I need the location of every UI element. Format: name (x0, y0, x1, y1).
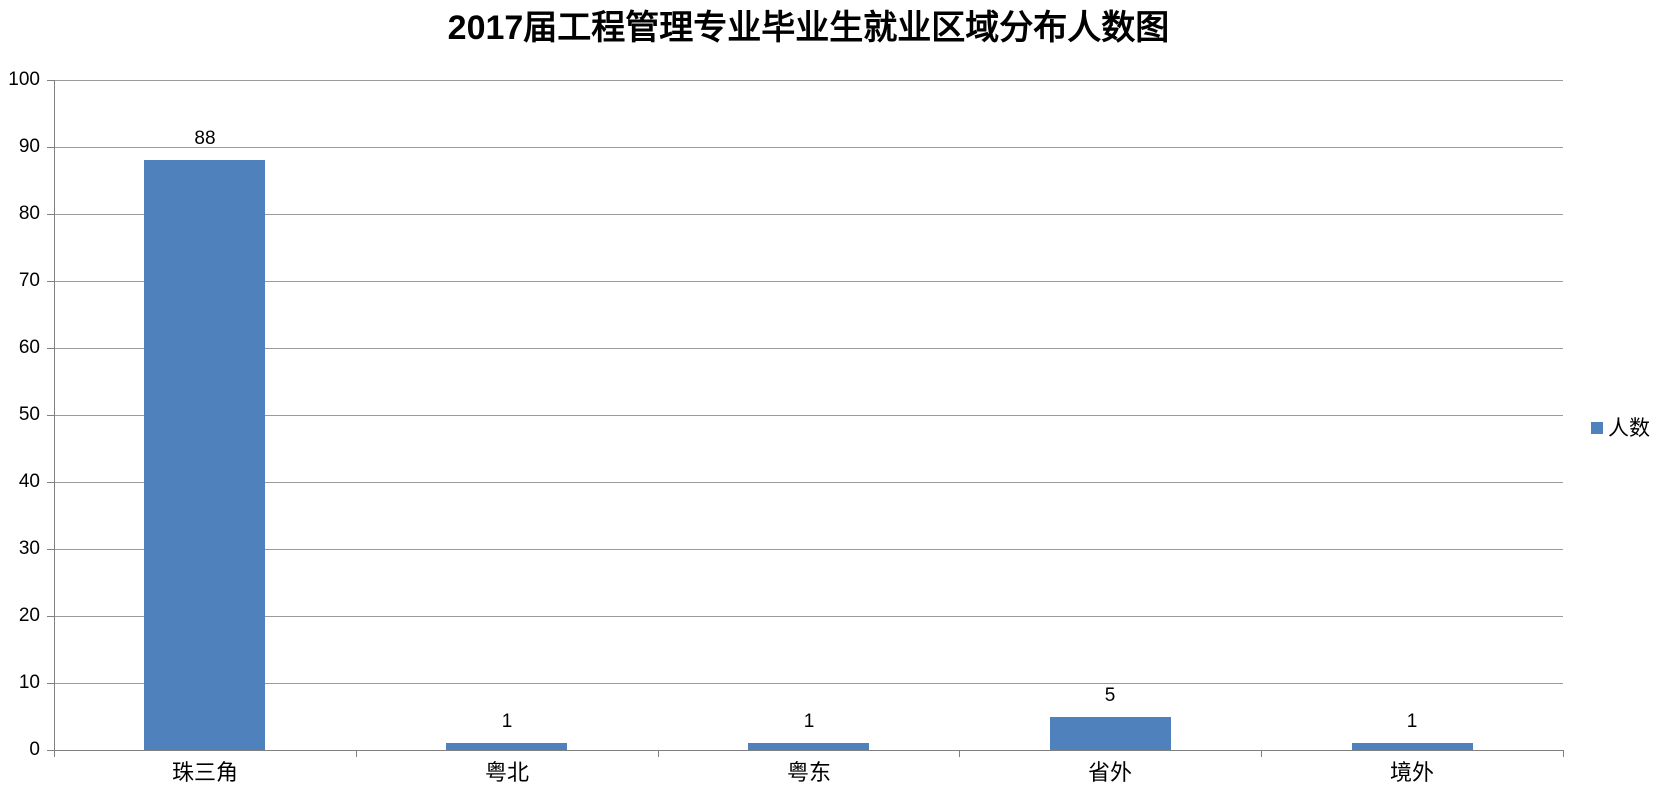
y-tick-label: 80 (18, 203, 40, 224)
bar-value-label: 88 (194, 128, 216, 149)
legend-label: 人数 (1608, 416, 1650, 440)
x-category-label: 境外 (1389, 760, 1434, 785)
gridline (54, 348, 1563, 349)
y-tick-label: 0 (29, 739, 40, 760)
bar-value-label: 1 (1406, 711, 1418, 732)
y-axis-tick (47, 415, 54, 416)
bar-value-label: 1 (501, 711, 513, 732)
bar-value-label: 1 (803, 711, 815, 732)
y-axis-tick (47, 482, 54, 483)
y-axis-tick (47, 147, 54, 148)
gridline (54, 549, 1563, 550)
y-tick-label: 90 (18, 136, 40, 157)
gridline (54, 482, 1563, 483)
gridline (54, 683, 1563, 684)
bar (1352, 743, 1473, 750)
gridline (54, 147, 1563, 148)
legend: 人数 (1591, 416, 1650, 440)
bar (1050, 717, 1171, 750)
y-axis-tick (47, 750, 54, 751)
y-tick-label: 70 (18, 270, 40, 291)
x-axis-tick (1261, 750, 1262, 757)
x-category-label: 粤东 (786, 760, 831, 785)
legend-square-icon (1591, 422, 1603, 434)
y-tick-label: 100 (8, 69, 40, 90)
gridline (54, 214, 1563, 215)
x-category-label: 粤北 (484, 760, 529, 785)
chart-title: 2017届工程管理专业毕业生就业区域分布人数图 (447, 9, 1170, 47)
y-tick-label: 30 (18, 538, 40, 559)
y-tick-label: 40 (18, 471, 40, 492)
y-axis-tick (47, 348, 54, 349)
gridline (54, 281, 1563, 282)
gridline (54, 616, 1563, 617)
x-axis-tick (658, 750, 659, 757)
x-axis-tick (54, 750, 55, 757)
x-axis-tick (356, 750, 357, 757)
y-tick-label: 20 (18, 605, 40, 626)
bar (748, 743, 869, 750)
y-axis-tick (47, 281, 54, 282)
x-axis-tick (1563, 750, 1564, 757)
x-category-label: 珠三角 (171, 760, 238, 785)
y-axis-line (54, 80, 55, 750)
x-axis-line (54, 750, 1563, 751)
gridline (54, 80, 1563, 81)
bar (144, 160, 265, 750)
y-axis-tick (47, 214, 54, 215)
bar-value-label: 5 (1104, 685, 1116, 706)
x-axis-tick (959, 750, 960, 757)
y-axis-tick (47, 616, 54, 617)
gridline (54, 415, 1563, 416)
bar (446, 743, 567, 750)
y-tick-label: 10 (18, 672, 40, 693)
y-axis-tick (47, 80, 54, 81)
y-tick-label: 50 (18, 404, 40, 425)
y-axis-tick (47, 549, 54, 550)
y-axis-tick (47, 683, 54, 684)
y-tick-label: 60 (18, 337, 40, 358)
x-category-label: 省外 (1087, 760, 1132, 785)
